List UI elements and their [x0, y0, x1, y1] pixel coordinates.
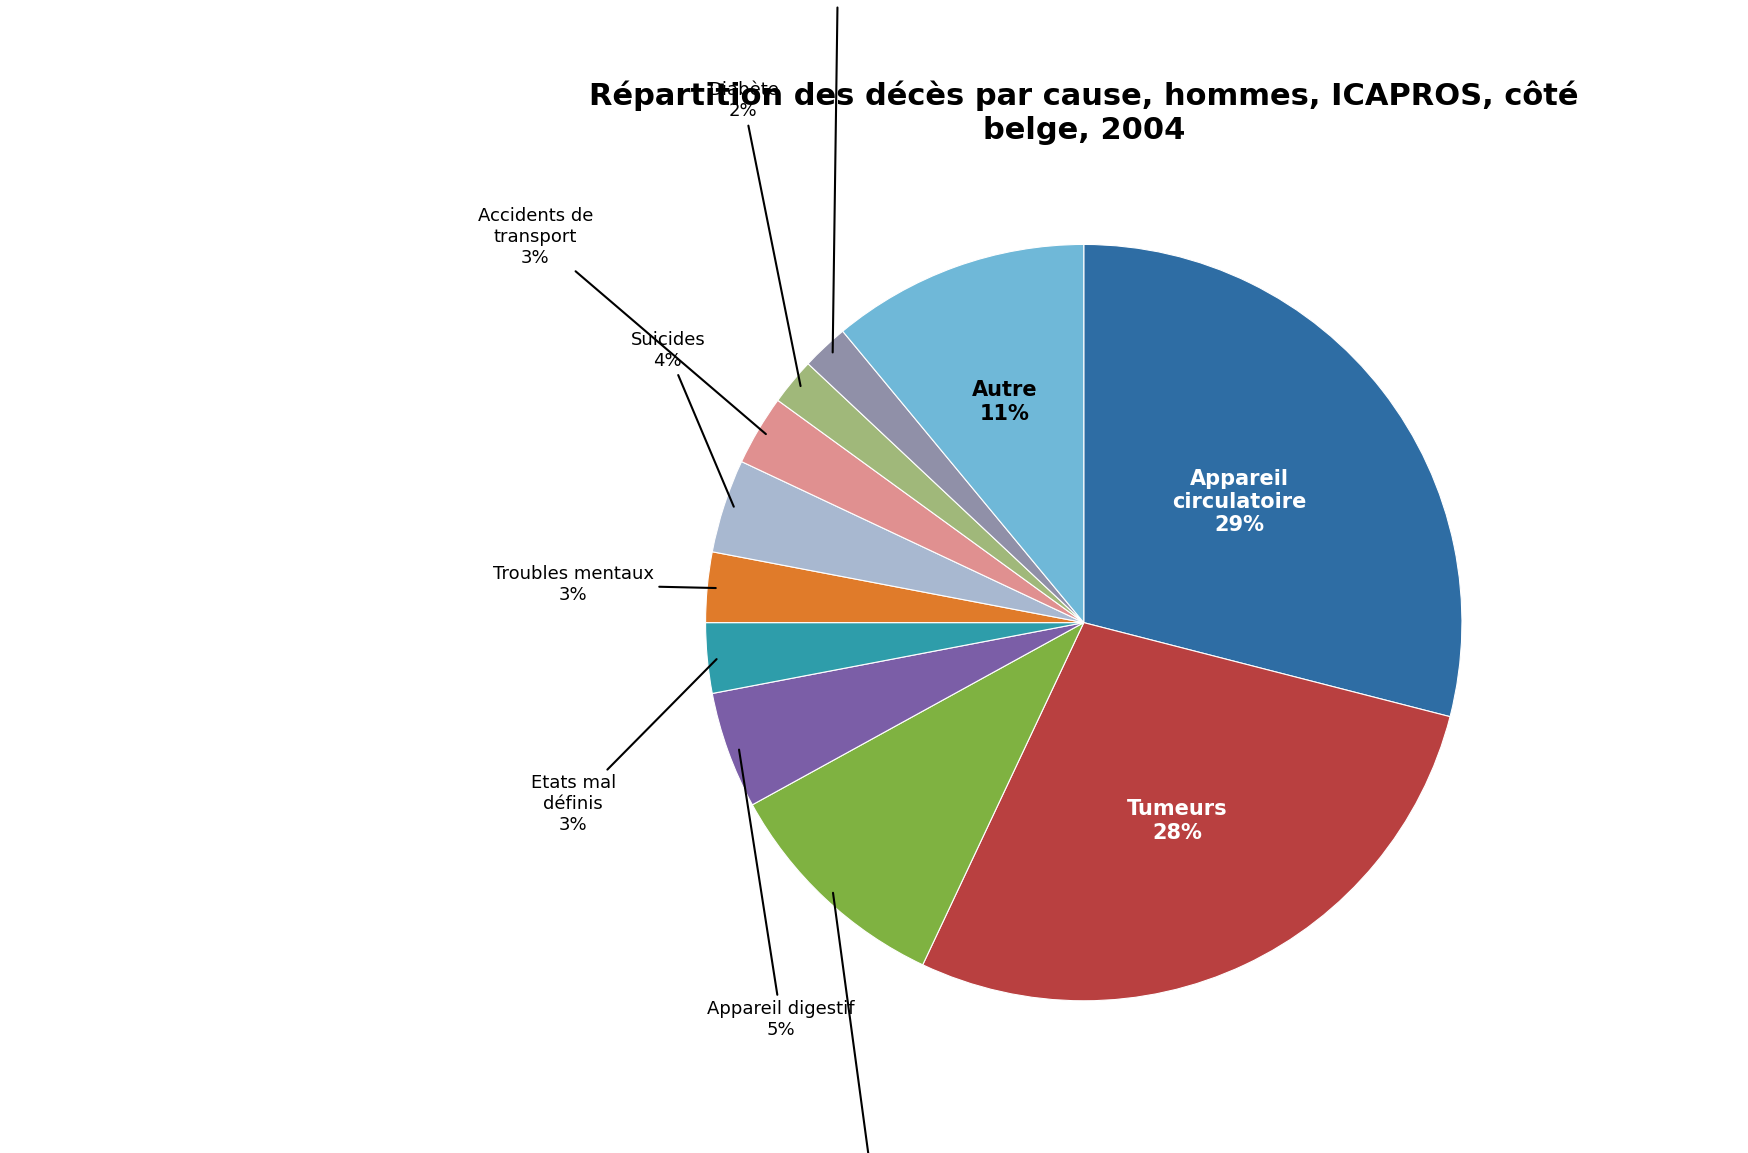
Text: Appareil digestif
5%: Appareil digestif 5%	[708, 749, 855, 1039]
Wedge shape	[706, 623, 1084, 693]
Text: Maladies
infectieuses
2%: Maladies infectieuses 2%	[783, 0, 891, 353]
Text: Appareil
respiratoire
10%: Appareil respiratoire 10%	[823, 892, 928, 1153]
Wedge shape	[843, 244, 1084, 623]
Text: Diabète
2%: Diabète 2%	[708, 82, 801, 386]
Wedge shape	[706, 552, 1084, 623]
Text: Etats mal
définis
3%: Etats mal définis 3%	[531, 660, 717, 834]
Wedge shape	[1084, 244, 1461, 717]
Wedge shape	[711, 623, 1084, 805]
Wedge shape	[778, 363, 1084, 623]
Wedge shape	[808, 331, 1084, 623]
Text: Suicides
4%: Suicides 4%	[631, 331, 734, 506]
Wedge shape	[711, 461, 1084, 623]
Text: Répartition des décès par cause, hommes, ICAPROS, côté
belge, 2004: Répartition des décès par cause, hommes,…	[589, 81, 1578, 145]
Wedge shape	[923, 623, 1451, 1001]
Text: Accidents de
transport
3%: Accidents de transport 3%	[477, 208, 766, 434]
Wedge shape	[741, 400, 1084, 623]
Text: Tumeurs
28%: Tumeurs 28%	[1127, 799, 1227, 843]
Text: Autre
11%: Autre 11%	[972, 380, 1037, 423]
Wedge shape	[752, 623, 1084, 965]
Text: Troubles mentaux
3%: Troubles mentaux 3%	[493, 565, 715, 604]
Text: Appareil
circulatoire
29%: Appareil circulatoire 29%	[1171, 469, 1306, 535]
